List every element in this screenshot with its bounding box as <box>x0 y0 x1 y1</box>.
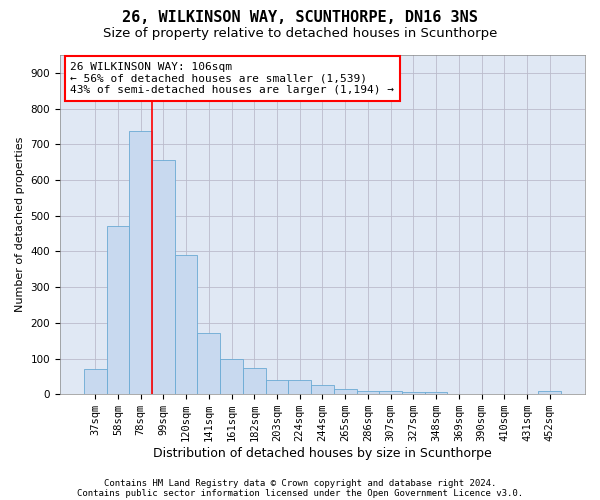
Bar <box>220 358 243 394</box>
Text: 26, WILKINSON WAY, SCUNTHORPE, DN16 3NS: 26, WILKINSON WAY, SCUNTHORPE, DN16 3NS <box>122 10 478 25</box>
X-axis label: Distribution of detached houses by size in Scunthorpe: Distribution of detached houses by size … <box>153 447 492 460</box>
Bar <box>84 368 107 394</box>
Text: 26 WILKINSON WAY: 106sqm
← 56% of detached houses are smaller (1,539)
43% of sem: 26 WILKINSON WAY: 106sqm ← 56% of detach… <box>70 62 394 95</box>
Bar <box>266 380 289 394</box>
Bar <box>152 160 175 394</box>
Bar <box>425 392 448 394</box>
Text: Contains HM Land Registry data © Crown copyright and database right 2024.: Contains HM Land Registry data © Crown c… <box>104 478 496 488</box>
Bar <box>356 390 379 394</box>
Bar <box>334 389 356 394</box>
Y-axis label: Number of detached properties: Number of detached properties <box>15 137 25 312</box>
Bar <box>243 368 266 394</box>
Bar <box>538 392 561 394</box>
Text: Size of property relative to detached houses in Scunthorpe: Size of property relative to detached ho… <box>103 28 497 40</box>
Bar <box>379 390 402 394</box>
Bar <box>107 226 129 394</box>
Bar <box>197 333 220 394</box>
Bar <box>289 380 311 394</box>
Bar <box>129 131 152 394</box>
Text: Contains public sector information licensed under the Open Government Licence v3: Contains public sector information licen… <box>77 488 523 498</box>
Bar <box>311 384 334 394</box>
Bar <box>402 392 425 394</box>
Bar <box>175 255 197 394</box>
